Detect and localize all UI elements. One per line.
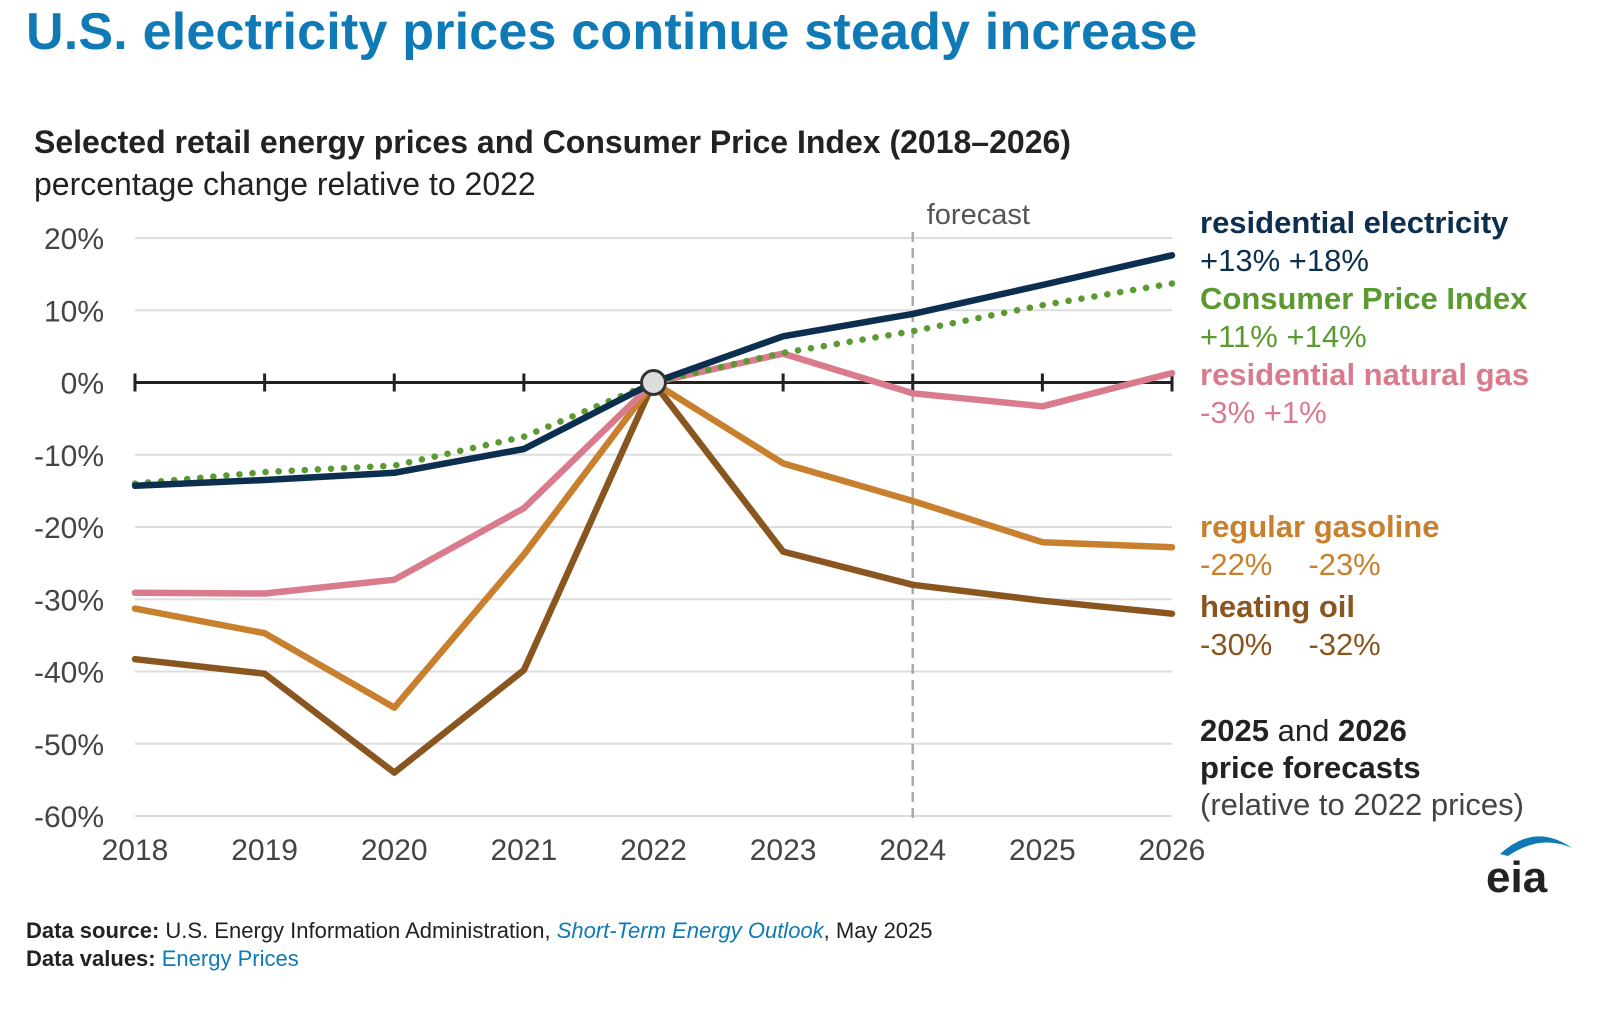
note-line-2: price forecasts — [1200, 750, 1421, 785]
legend-name: regular gasoline — [1200, 509, 1440, 544]
note-and: and — [1277, 713, 1330, 748]
legend-value-2026: -32% — [1308, 627, 1381, 662]
legend-name: residential natural gas — [1200, 357, 1530, 392]
chart-subtitle: percentage change relative to 2022 — [34, 166, 536, 202]
y-tick-label: -60% — [34, 801, 104, 834]
tick-label-layer: 20% 10% 0% -10% -20% -30% -40% -50% -60%2018 2019… — [34, 199, 1205, 867]
x-tick-label: 2023 — [750, 834, 817, 867]
footer-values: Data values: Energy Prices — [26, 946, 299, 972]
y-tick-label: -30% — [34, 584, 104, 617]
legend-name: heating oil — [1200, 589, 1355, 624]
legend-residential-natural-gas: residential natural gas -3% +1% — [1200, 356, 1529, 432]
forecast-note: 2025 and 2026 price forecasts (relative … — [1200, 712, 1524, 823]
footer-source-label: Data source: — [26, 918, 160, 943]
logo-text: eia — [1486, 853, 1548, 900]
legend-regular-gasoline: regular gasoline -22% -23% — [1200, 508, 1439, 584]
footer-source-date: , May 2025 — [823, 918, 933, 943]
eia-logo: eia — [1486, 836, 1572, 900]
axis-layer — [133, 232, 1174, 818]
footer-values-label: Data values: — [26, 946, 156, 971]
note-year-2: 2026 — [1337, 713, 1407, 748]
series-line-regular-gasoline — [131, 379, 1176, 711]
note-line-3: (relative to 2022 prices) — [1200, 787, 1524, 822]
forecast-label: forecast — [927, 199, 1030, 231]
x-tick-label: 2025 — [1009, 834, 1076, 867]
x-tick-label: 2022 — [620, 834, 687, 867]
base-year-marker — [640, 369, 667, 396]
legend-value-2026: +18% — [1288, 243, 1369, 278]
y-tick-label: -20% — [34, 512, 104, 545]
footer-source-text: U.S. Energy Information Administration, — [165, 918, 551, 943]
x-tick-label: 2021 — [491, 834, 558, 867]
legend-value-2026: +14% — [1286, 319, 1367, 354]
legend-name: residential electricity — [1200, 205, 1509, 240]
series-line-heating-oil — [131, 379, 1176, 776]
footer-source-link[interactable]: Short-Term Energy Outlook — [556, 918, 824, 943]
legend-consumer-price-index: Consumer Price Index +11% +14% — [1200, 280, 1527, 356]
legend-residential-electricity: residential electricity +13% +18% — [1200, 204, 1508, 280]
note-year-1: 2025 — [1200, 713, 1269, 748]
legend-value-2026: -23% — [1308, 547, 1381, 582]
y-tick-label: -10% — [34, 440, 104, 473]
logo-swoosh — [1500, 836, 1572, 856]
chart-title: Selected retail energy prices and Consum… — [34, 124, 1071, 160]
x-tick-label: 2018 — [102, 834, 169, 867]
series-line-consumer-price-index — [131, 280, 1176, 487]
y-tick-label: 0% — [61, 368, 104, 401]
y-tick-label: 20% — [44, 223, 104, 256]
y-tick-label: 10% — [44, 295, 104, 328]
x-tick-label: 2020 — [361, 834, 428, 867]
footer-source: Data source: U.S. Energy Information Adm… — [26, 918, 933, 944]
legend-value-2025: -30% — [1200, 627, 1273, 662]
legend-name: Consumer Price Index — [1200, 281, 1528, 316]
legend-value-2025: +13% — [1200, 243, 1281, 278]
series-layer — [131, 252, 1176, 776]
y-tick-label: -50% — [34, 729, 104, 762]
grid-layer — [135, 237, 1172, 817]
headline: U.S. electricity prices continue steady … — [26, 3, 1198, 61]
footer-values-link[interactable]: Energy Prices — [161, 946, 299, 971]
legend-value-2026: +1% — [1263, 395, 1327, 430]
legend-value-2025: -3% — [1200, 395, 1256, 430]
legend-value-2025: -22% — [1200, 547, 1273, 582]
x-tick-label: 2019 — [231, 834, 298, 867]
legend-heating-oil: heating oil -30% -32% — [1200, 588, 1381, 664]
legend-value-2025: +11% — [1200, 319, 1278, 354]
y-tick-label: -40% — [34, 657, 104, 690]
x-tick-label: 2024 — [879, 834, 946, 867]
x-tick-label: 2026 — [1139, 834, 1206, 867]
